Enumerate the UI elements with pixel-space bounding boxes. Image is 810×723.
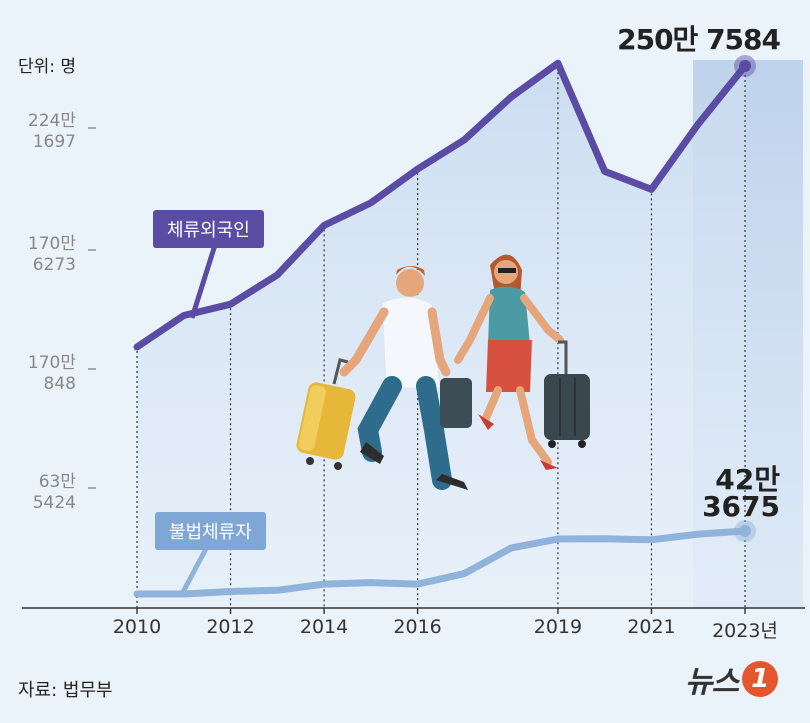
foreign-series-tag: 체류외국인 bbox=[153, 210, 264, 248]
foreign-tag-leader bbox=[189, 244, 218, 319]
y-tick-marks bbox=[88, 127, 96, 489]
woman-figure bbox=[454, 254, 564, 470]
logo-badge-icon: 1 bbox=[742, 661, 779, 697]
foreign-area-fill bbox=[137, 63, 745, 608]
illegal-series-tag: 불법체류자 bbox=[155, 512, 266, 550]
y-tick-bottom: 5424 bbox=[32, 493, 76, 513]
source-label: 자료: 법무부 bbox=[18, 680, 113, 701]
illegal-end-value-line2: 3675 bbox=[702, 490, 780, 523]
traveling-couple-illustration bbox=[296, 254, 590, 490]
logo-text: 뉴스 bbox=[685, 665, 739, 700]
y-tick-top: 224만 bbox=[27, 111, 76, 131]
x-tick-marks bbox=[136, 608, 746, 614]
dark-suitcase bbox=[544, 340, 590, 448]
unit-label: 단위: 명 bbox=[18, 57, 77, 77]
y-tick-bottom: 1697 bbox=[32, 132, 76, 152]
foreign-end-value: 250만 7584 bbox=[617, 23, 781, 56]
y-tick-top: 170만 bbox=[27, 234, 76, 254]
foreign-end-marker bbox=[739, 60, 751, 72]
foreign-residents-line bbox=[133, 59, 749, 351]
x-tick-label: 2012 bbox=[206, 616, 255, 638]
illegal-end-marker bbox=[739, 525, 751, 537]
man-figure bbox=[339, 266, 472, 490]
x-tick-label: 2016 bbox=[393, 616, 442, 638]
y-tick-label: 170만 6273 bbox=[4, 234, 76, 276]
y-tick-label: 63만 5424 bbox=[4, 472, 76, 514]
x-tick-label: 2010 bbox=[112, 616, 162, 638]
illegal-end-value-line1: 42만 bbox=[715, 463, 780, 496]
x-tick-label: 2021 bbox=[627, 616, 676, 638]
y-tick-top: 170만 bbox=[27, 353, 76, 373]
y-tick-label: 170만 848 bbox=[4, 353, 76, 395]
x-tick-label: 2019 bbox=[533, 616, 583, 638]
x-tick-label: 2014 bbox=[299, 616, 349, 638]
y-tick-label: 224만 1697 bbox=[4, 111, 76, 153]
y-tick-bottom: 848 bbox=[43, 374, 76, 394]
illegal-residents-line bbox=[133, 527, 749, 598]
y-tick-top: 63만 bbox=[38, 472, 76, 492]
news1-logo: 뉴스 1 bbox=[685, 658, 779, 700]
y-tick-bottom: 6273 bbox=[32, 255, 76, 275]
illegal-tag-leader bbox=[180, 543, 211, 594]
x-tick-label: 2023년 bbox=[712, 620, 778, 642]
endpoint-markers bbox=[734, 55, 756, 542]
yellow-suitcase bbox=[296, 358, 356, 470]
